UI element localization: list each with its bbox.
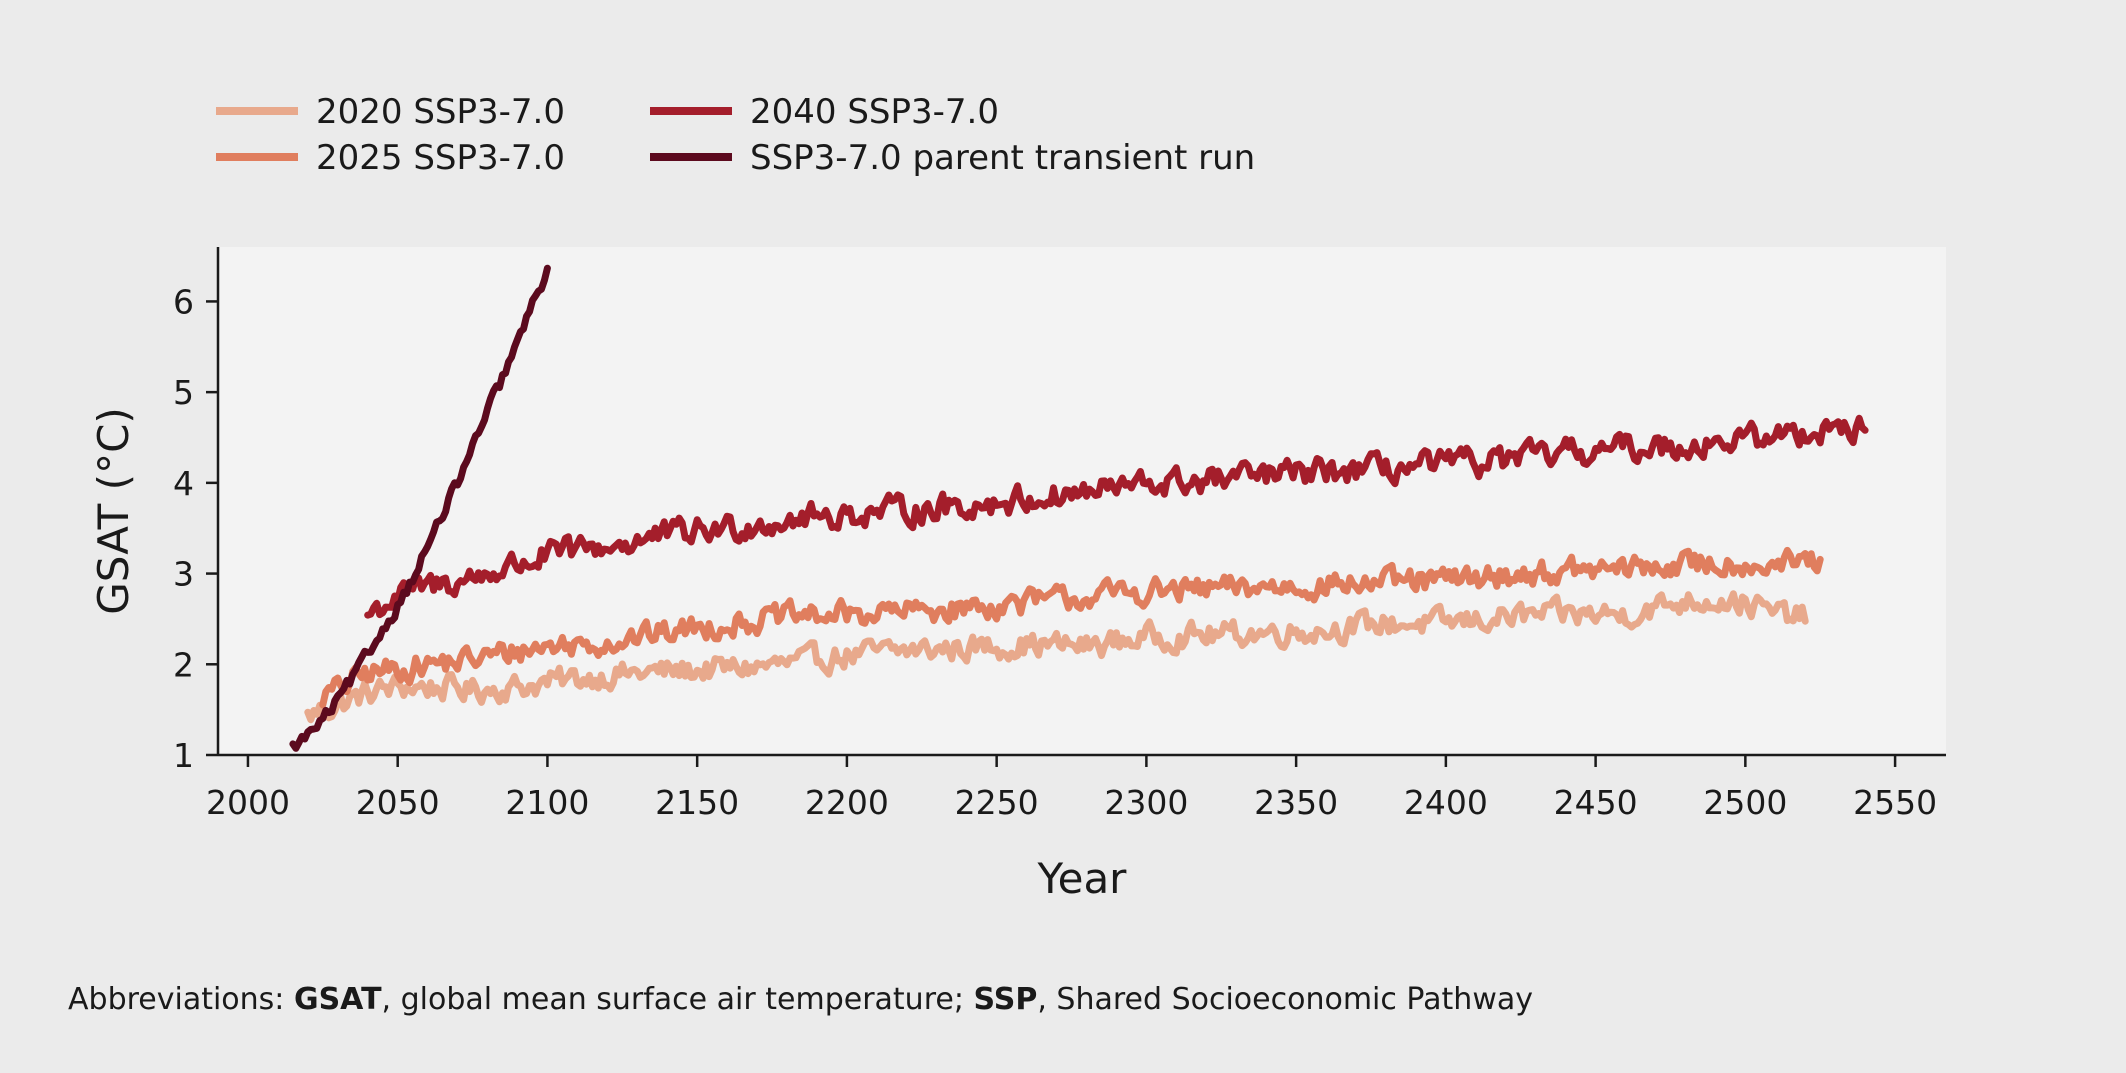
x-tick-label-2100: 2100 xyxy=(505,783,589,822)
x-axis-title: Year xyxy=(1037,854,1128,903)
x-tick-label-2500: 2500 xyxy=(1703,783,1787,822)
series-line-1 xyxy=(304,590,1809,724)
legend-label-3: 2040 SSP3-7.0 xyxy=(750,92,999,132)
plot-area xyxy=(218,247,1946,755)
footnote-term-gsat: GSAT xyxy=(293,982,382,1017)
abbreviations-footnote: Abbreviations: GSAT, global mean surface… xyxy=(68,982,1533,1017)
x-tick-label-2450: 2450 xyxy=(1554,783,1638,822)
footnote-def-ssp: , Shared Socioeconomic Pathway xyxy=(1037,982,1533,1017)
x-tick-label-2000: 2000 xyxy=(206,783,290,822)
footnote-prefix: Abbreviations: xyxy=(68,982,294,1017)
x-tick-label-2350: 2350 xyxy=(1254,783,1338,822)
x-tick-label-2050: 2050 xyxy=(356,783,440,822)
legend: 2020 SSP3-7.0 2025 SSP3-7.0 2040 SSP3-7.0 S… xyxy=(216,92,1255,178)
x-tick-label-2200: 2200 xyxy=(805,783,889,822)
axes: 2000 2050 2100 2150 2200 2250 2300 2350 2400 2450… xyxy=(173,247,1946,822)
y-tick-label-1: 1 xyxy=(173,736,194,775)
legend-label-1: 2020 SSP3-7.0 xyxy=(316,92,565,132)
y-tick-label-4: 4 xyxy=(173,464,194,503)
legend-label-4: SSP3-7.0 parent transient run xyxy=(750,138,1255,178)
legend-label-2: 2025 SSP3-7.0 xyxy=(316,138,565,178)
x-tick-label-2250: 2250 xyxy=(955,783,1039,822)
y-axis-title: GSAT (°C) xyxy=(89,407,138,615)
x-tick-label-2300: 2300 xyxy=(1104,783,1188,822)
y-tick-label-3: 3 xyxy=(173,555,194,594)
series-line-4 xyxy=(289,264,551,752)
y-tick-label-5: 5 xyxy=(173,373,194,412)
series-line-2 xyxy=(319,546,1824,709)
footnote-def-gsat: , global mean surface air temperature; xyxy=(381,982,974,1017)
x-tick-label-2150: 2150 xyxy=(655,783,739,822)
series-layer xyxy=(289,264,1869,752)
x-tick-label-2550: 2550 xyxy=(1853,783,1937,822)
footnote-term-ssp: SSP xyxy=(973,982,1038,1017)
y-tick-label-2: 2 xyxy=(173,645,194,684)
x-tick-label-2400: 2400 xyxy=(1404,783,1488,822)
series-line-3 xyxy=(364,414,1869,619)
y-tick-label-6: 6 xyxy=(173,282,194,321)
